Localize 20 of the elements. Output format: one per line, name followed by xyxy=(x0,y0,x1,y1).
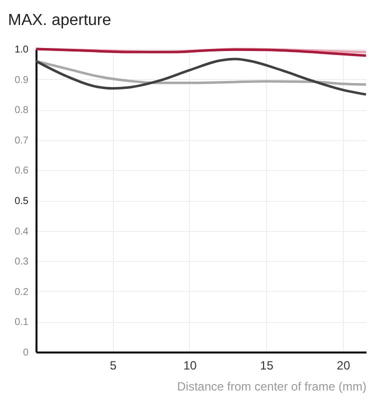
y-tick-label: 0.6 xyxy=(14,166,29,177)
y-tick-label: 0.7 xyxy=(14,135,29,146)
y-tick-label: 0.9 xyxy=(14,74,29,86)
y-tick-label: 0.5 xyxy=(14,196,29,207)
x-axis-title: Distance from center of frame (mm) xyxy=(177,380,367,394)
y-tick-label: 0 xyxy=(22,348,29,358)
line-series xyxy=(34,58,368,96)
x-tick-label: 20 xyxy=(336,358,350,372)
y-tick-label: 0.1 xyxy=(14,317,29,328)
y-tick-label: 0.4 xyxy=(14,226,29,238)
x-tick-label: 10 xyxy=(183,358,197,372)
y-tick-label: 0.2 xyxy=(14,286,29,298)
line-series xyxy=(34,60,368,86)
chart-title: MAX. aperture xyxy=(8,12,112,29)
x-tick-label: 15 xyxy=(260,358,274,372)
x-tick-label: 5 xyxy=(110,358,117,372)
y-tick-label: 0.8 xyxy=(14,105,29,116)
y-tick-label: 0.3 xyxy=(14,256,29,268)
y-tick-label: 1.0 xyxy=(14,44,29,56)
line-series xyxy=(34,48,368,57)
